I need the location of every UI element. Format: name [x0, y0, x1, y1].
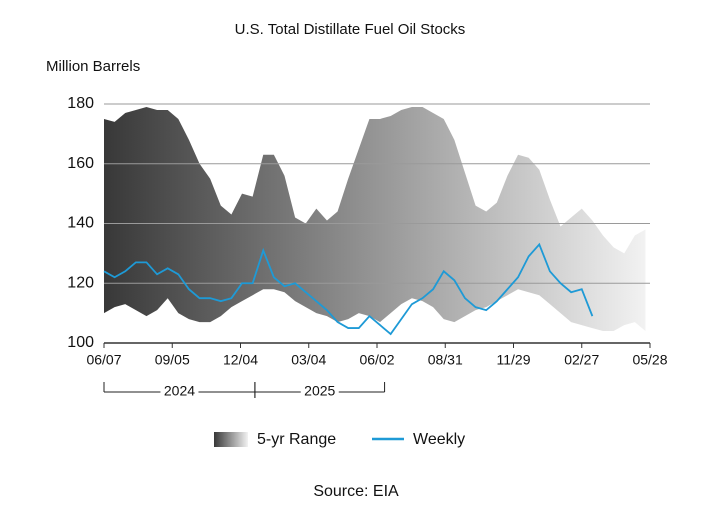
y-tick-label: 180 [67, 95, 94, 112]
period-label-bg [300, 384, 339, 400]
weekly-line [103, 242, 594, 336]
range-area [104, 106, 646, 332]
y-tick-label: 100 [67, 334, 94, 351]
period-label: 2025 [304, 383, 335, 399]
source: Source: EIA [313, 483, 399, 500]
x-tick-label: 06/02 [359, 352, 394, 368]
period-label: 2024 [164, 383, 195, 399]
x-tick-label: 03/04 [291, 352, 326, 368]
legend-swatch [214, 432, 248, 447]
y-tick-label: 160 [67, 155, 94, 172]
x-tick-label: 09/05 [155, 352, 190, 368]
x-tick-label: 02/27 [564, 352, 599, 368]
x-tick-label: 06/07 [86, 352, 121, 368]
chart-title: U.S. Total Distillate Fuel Oil Stocks [235, 21, 466, 38]
legend-label: Weekly [413, 431, 465, 448]
x-tick-label: 12/04 [223, 352, 258, 368]
y-tick-label: 140 [67, 215, 94, 232]
y-tick-label: 120 [67, 274, 94, 291]
y-axis-label: Million Barrels [46, 58, 140, 75]
x-tick-label: 08/31 [428, 352, 463, 368]
legend-label: 5-yr Range [257, 431, 336, 448]
period-label-bg [160, 384, 199, 400]
x-tick-label: 05/28 [632, 352, 667, 368]
x-tick-label: 11/29 [497, 352, 531, 368]
